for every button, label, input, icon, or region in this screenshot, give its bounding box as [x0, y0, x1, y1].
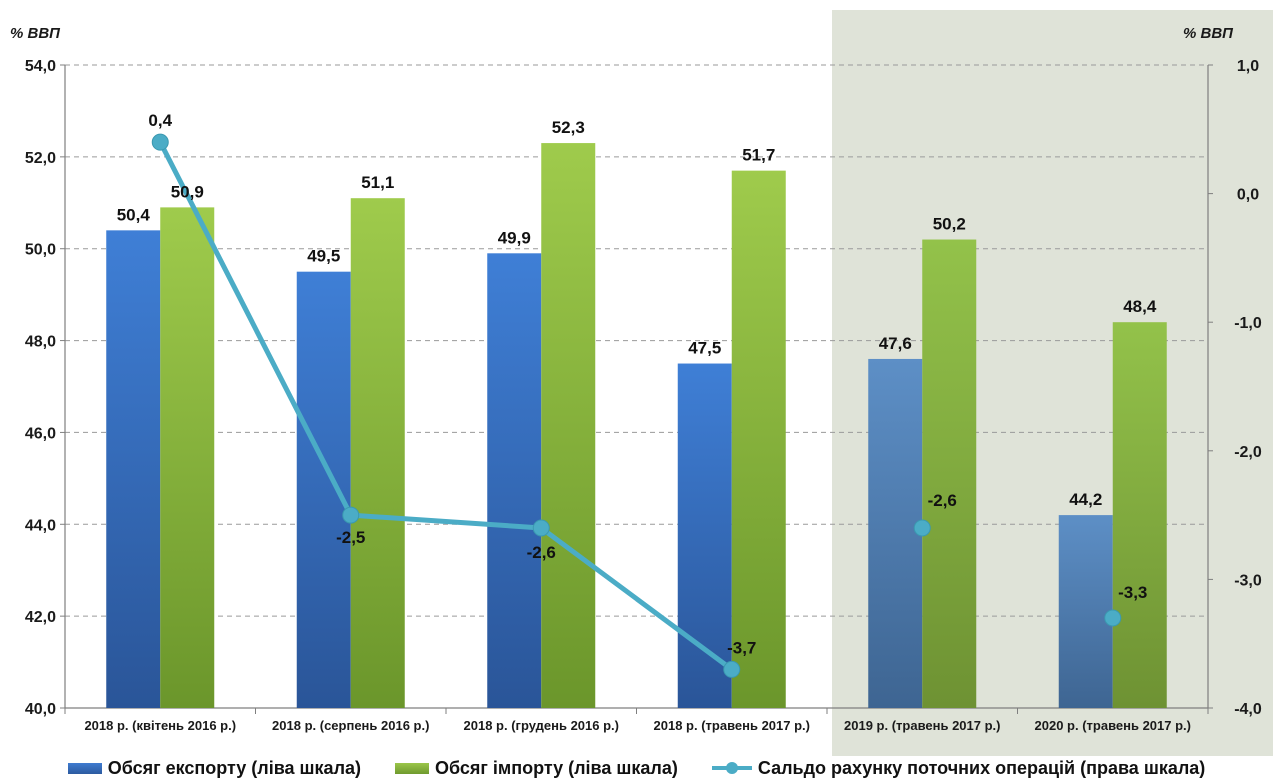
right-axis-tick-label: -4,0: [1234, 701, 1262, 718]
export-data-label: 47,6: [879, 334, 912, 353]
right-axis-tick-label: -3,0: [1234, 572, 1262, 589]
legend-swatch-balance: [711, 762, 752, 774]
import-data-label: 48,4: [1123, 297, 1157, 316]
import-bar: [1112, 322, 1167, 708]
left-axis-tick-label: 40,0: [25, 701, 56, 718]
legend-label-import: Обсяг імпорту (ліва шкала): [435, 757, 678, 778]
balance-data-label: -3,3: [1118, 583, 1147, 602]
left-axis-unit: % ВВП: [10, 25, 61, 42]
export-data-label: 44,2: [1069, 490, 1102, 509]
legend-item-balance: Сальдо рахунку поточних операцій (права …: [711, 757, 1206, 779]
balance-point: [913, 519, 931, 537]
import-data-label: 51,1: [361, 173, 394, 192]
x-axis-category-label: 2019 р. (травень 2017 р.): [844, 718, 1000, 733]
x-axis-category-label: 2020 р. (травень 2017 р.): [1035, 718, 1191, 733]
export-data-label: 49,5: [307, 247, 340, 266]
right-axis-tick-label: 1,0: [1237, 58, 1259, 75]
left-axis-tick-label: 52,0: [25, 150, 56, 167]
import-data-label: 52,3: [552, 118, 585, 137]
import-bar: [922, 239, 977, 708]
balance-point: [532, 519, 550, 537]
balance-point: [342, 506, 360, 524]
legend-swatch-import: [395, 762, 430, 774]
legend-label-balance: Сальдо рахунку поточних операцій (права …: [757, 757, 1206, 778]
export-bar: [487, 253, 542, 709]
balance-data-label: -2,5: [336, 528, 365, 547]
x-axis-category-label: 2018 р. (квітень 2016 р.): [84, 718, 236, 733]
export-bar: [677, 363, 732, 708]
x-axis-category-label: 2018 р. (травень 2017 р.): [654, 718, 810, 733]
left-axis-tick-label: 50,0: [25, 242, 56, 259]
legend-item-import: Обсяг імпорту (ліва шкала): [395, 758, 678, 779]
chart: 40,0 42,0 44,0 46,0 48,0 50,0 52,0 54,0 -4,0 -3,0…: [10, 10, 1273, 756]
balance-data-label: -3,7: [727, 638, 756, 657]
import-data-label: 51,7: [742, 146, 775, 165]
import-bar: [541, 143, 596, 709]
balance-point: [1104, 609, 1122, 627]
import-bar: [350, 198, 405, 708]
export-bar: [106, 230, 161, 709]
export-data-label: 47,5: [688, 339, 721, 358]
right-axis-tick-label: 0,0: [1237, 187, 1259, 204]
x-axis-category-label: 2018 р. (серпень 2016 р.): [272, 718, 429, 733]
balance-point: [723, 660, 741, 678]
import-data-label: 50,2: [933, 215, 966, 234]
left-axis-tick-label: 44,0: [25, 517, 56, 534]
left-axis-tick-label: 54,0: [25, 58, 56, 75]
balance-data-label: -2,6: [527, 543, 556, 562]
export-data-label: 50,4: [117, 205, 151, 224]
left-axis-tick-label: 48,0: [25, 334, 56, 351]
right-axis-tick-label: -1,0: [1234, 315, 1262, 332]
import-bar: [160, 207, 215, 708]
right-axis-unit: % ВВП: [1183, 25, 1234, 42]
legend-label-export: Обсяг експорту (ліва шкала): [107, 757, 362, 778]
import-data-label: 50,9: [171, 182, 204, 201]
balance-point: [151, 133, 169, 151]
left-axis-tick-label: 46,0: [25, 425, 56, 442]
x-axis-category-label: 2018 р. (грудень 2016 р.): [464, 718, 619, 733]
export-data-label: 49,9: [498, 228, 531, 247]
export-bar: [296, 271, 351, 708]
legend-item-export: Обсяг експорту (ліва шкала): [67, 757, 362, 779]
export-bar: [1058, 515, 1113, 708]
right-axis-tick-label: -2,0: [1234, 444, 1262, 461]
export-bar: [868, 358, 923, 708]
balance-data-label: 0,4: [148, 111, 172, 130]
left-axis-tick-label: 42,0: [25, 609, 56, 626]
balance-data-label: -2,6: [928, 491, 957, 510]
import-bar: [731, 170, 786, 708]
balance-line: [158, 141, 734, 672]
legend: Обсяг експорту (ліва шкала) Обсяг імпорт…: [0, 756, 1273, 780]
legend-swatch-export: [67, 762, 102, 774]
